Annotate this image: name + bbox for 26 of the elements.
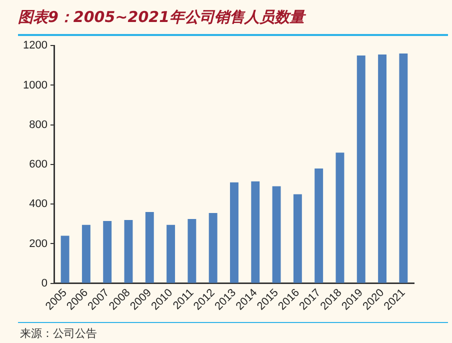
- bar: [272, 186, 281, 283]
- bar: [336, 152, 344, 283]
- bar: [293, 194, 302, 283]
- y-tick-label: 1000: [22, 79, 48, 92]
- y-tick-label: 200: [29, 238, 48, 250]
- y-tick-label: 0: [41, 277, 48, 290]
- y-tick-label: 800: [29, 118, 48, 131]
- bar: [378, 54, 387, 283]
- bar: [399, 54, 408, 283]
- chart-title: 图表9：2005~2021年公司销售人员数量: [18, 8, 305, 27]
- bar: [188, 218, 196, 283]
- source-note: 来源：公司公告: [20, 326, 97, 341]
- bar: [251, 181, 260, 283]
- bar: [82, 224, 90, 283]
- bar: [145, 212, 154, 283]
- y-tick-label: 600: [29, 158, 48, 171]
- bar: [166, 224, 176, 283]
- bar: [230, 182, 238, 283]
- bar: [124, 220, 133, 283]
- y-tick-label: 1200: [22, 40, 48, 52]
- bar: [103, 220, 112, 283]
- bar: [208, 213, 218, 283]
- bar: [356, 56, 366, 283]
- y-tick-label: 400: [29, 198, 48, 210]
- bar: [60, 236, 70, 283]
- bar: [314, 168, 324, 283]
